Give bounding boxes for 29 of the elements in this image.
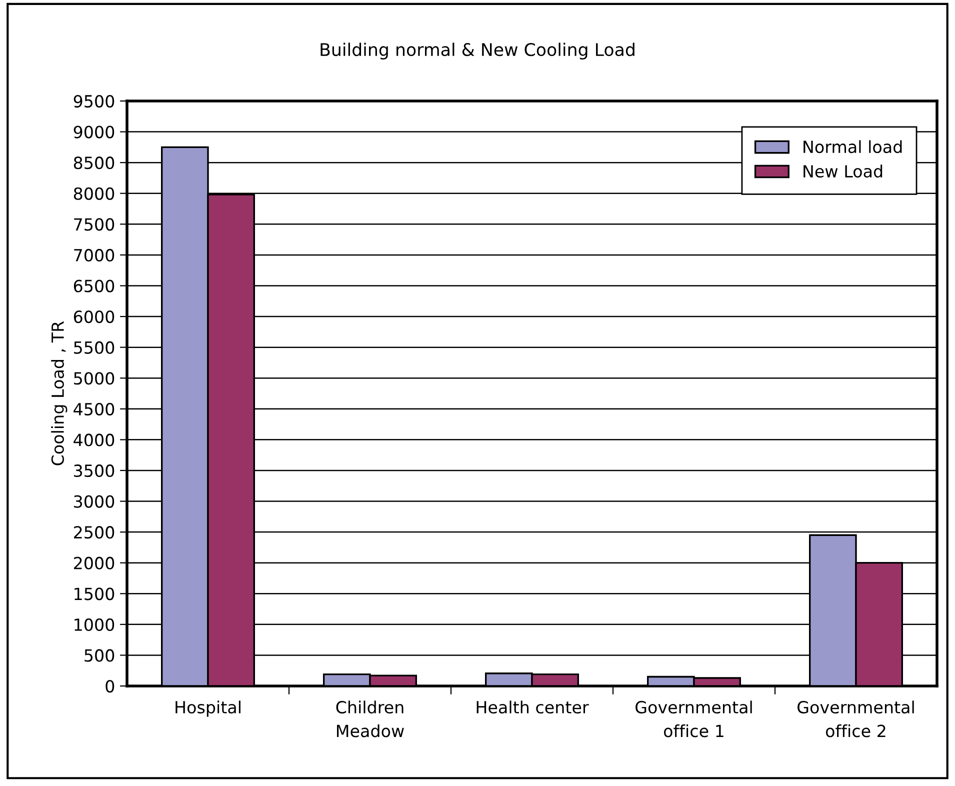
y-tick-label: 500 — [84, 649, 114, 662]
y-tick-label: 6500 — [74, 280, 114, 292]
y-tick-label: 0 — [106, 680, 114, 693]
y-axis-title: Cooling Load , TR — [51, 321, 68, 466]
y-tick-label: 5000 — [74, 372, 114, 385]
y-tick-label: 3500 — [74, 464, 114, 478]
y-tick-label: 3000 — [74, 495, 114, 508]
legend-label: Normal load — [804, 140, 902, 154]
y-tick-label: 8000 — [74, 187, 114, 200]
x-tick-label: Health center — [476, 700, 589, 714]
y-tick-label: 8500 — [74, 156, 114, 170]
x-tick-label: Hospital — [176, 700, 240, 717]
y-tick-label: 5500 — [74, 341, 114, 354]
y-tick-label: 7000 — [74, 248, 114, 262]
y-tick-label: 9500 — [74, 94, 114, 108]
x-tick-label: Children Meadow — [336, 700, 404, 738]
y-tick-label: 9000 — [74, 126, 114, 138]
y-tick-label: 4000 — [74, 434, 114, 446]
y-tick-label: 7500 — [74, 218, 114, 231]
y-tick-label: 4500 — [74, 402, 114, 416]
y-tick-label: 2000 — [74, 556, 114, 570]
y-tick-label: 6000 — [74, 310, 114, 324]
chart-title: Building normal & New Cooling Load — [320, 42, 634, 60]
y-tick-label: 1000 — [74, 618, 114, 631]
y-tick-label: 1500 — [74, 588, 114, 600]
y-tick-label: 2500 — [74, 526, 114, 539]
legend-label: New Load — [804, 164, 882, 178]
x-tick-label: Governmental office 2 — [798, 700, 914, 738]
x-tick-label: Governmental office 1 — [636, 700, 752, 738]
